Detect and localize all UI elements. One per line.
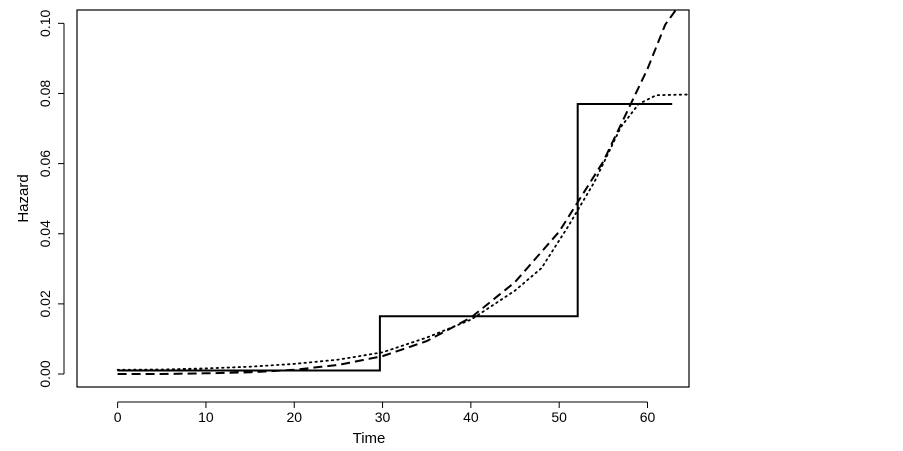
y-tick-label: 0.00 [37,360,53,387]
y-tick-label: 0.08 [37,80,53,107]
series-dotted-line [116,93,689,371]
y-tick-label: 0.06 [37,150,53,177]
y-tick-label: 0.10 [37,9,53,36]
x-tick-label: 60 [640,409,656,425]
x-tick-label: 20 [286,409,302,425]
series-dashed-line [117,10,677,375]
y-axis-title: Hazard [15,174,32,222]
x-tick-label: 0 [114,409,122,425]
x-tick-label: 30 [375,409,391,425]
x-tick-label: 10 [198,409,214,425]
y-tick-label: 0.04 [37,220,53,247]
y-tick-label: 0.02 [37,290,53,317]
x-tick-label: 40 [463,409,479,425]
series-solid-line [117,103,673,372]
x-axis-title: Time [353,430,386,447]
x-tick-label: 50 [551,409,567,425]
plot-frame [76,9,690,388]
